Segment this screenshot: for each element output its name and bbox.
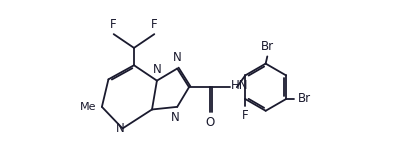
Text: Br: Br	[298, 92, 311, 105]
Text: F: F	[111, 18, 117, 31]
Text: N: N	[152, 63, 161, 76]
Text: HN: HN	[231, 79, 249, 92]
Text: Me: Me	[79, 102, 96, 112]
Text: O: O	[205, 116, 215, 129]
Text: N: N	[171, 111, 180, 124]
Text: N: N	[116, 122, 124, 135]
Text: N: N	[173, 51, 182, 64]
Text: Br: Br	[261, 40, 274, 53]
Text: F: F	[151, 18, 158, 31]
Text: F: F	[242, 109, 249, 122]
